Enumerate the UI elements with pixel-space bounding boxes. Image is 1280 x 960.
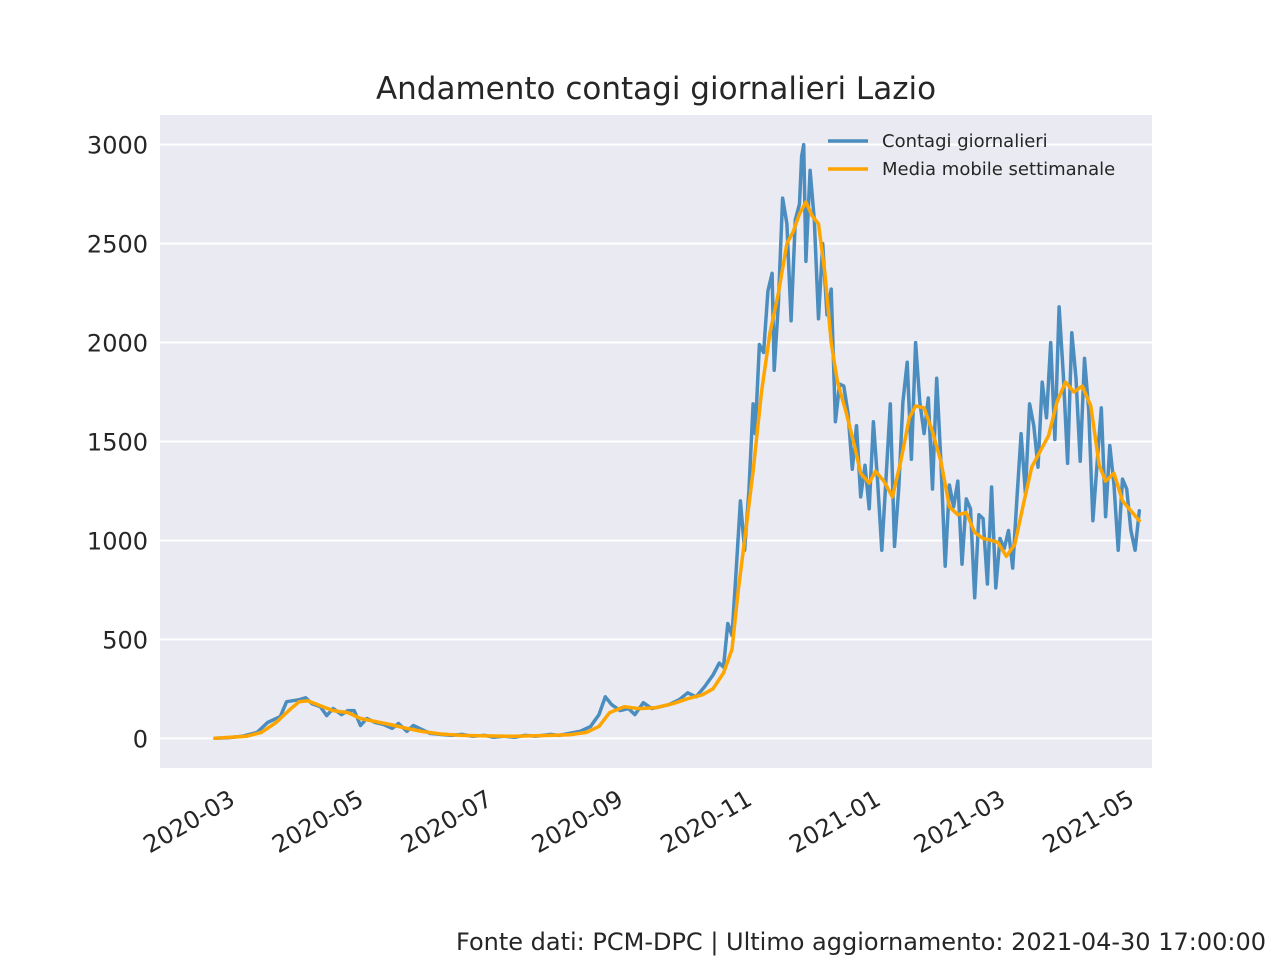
y-tick-label: 3000 [87, 132, 148, 160]
series-line-media-mobile [213, 200, 1142, 741]
y-tick-label: 2500 [87, 231, 148, 259]
y-tick-label: 2000 [87, 330, 148, 358]
chart-title: Andamento contagi giornalieri Lazio [376, 71, 936, 107]
legend-label: Media mobile settimanale [882, 159, 1115, 180]
series-group [213, 142, 1142, 741]
y-tick-label: 500 [102, 626, 148, 654]
y-tick-label: 0 [133, 725, 148, 753]
y-tick-label: 1000 [87, 527, 148, 555]
legend-label: Contagi giornalieri [882, 131, 1048, 152]
legend: Contagi giornalieri Media mobile settiman… [828, 131, 1115, 180]
y-tick-label: 1500 [87, 429, 148, 457]
y-axis-ticks: 0 500 1000 1500 2000 2500 3000 [87, 132, 148, 754]
footer-source: Fonte dati: PCM-DPC | Ultimo aggiornamen… [456, 928, 1266, 956]
